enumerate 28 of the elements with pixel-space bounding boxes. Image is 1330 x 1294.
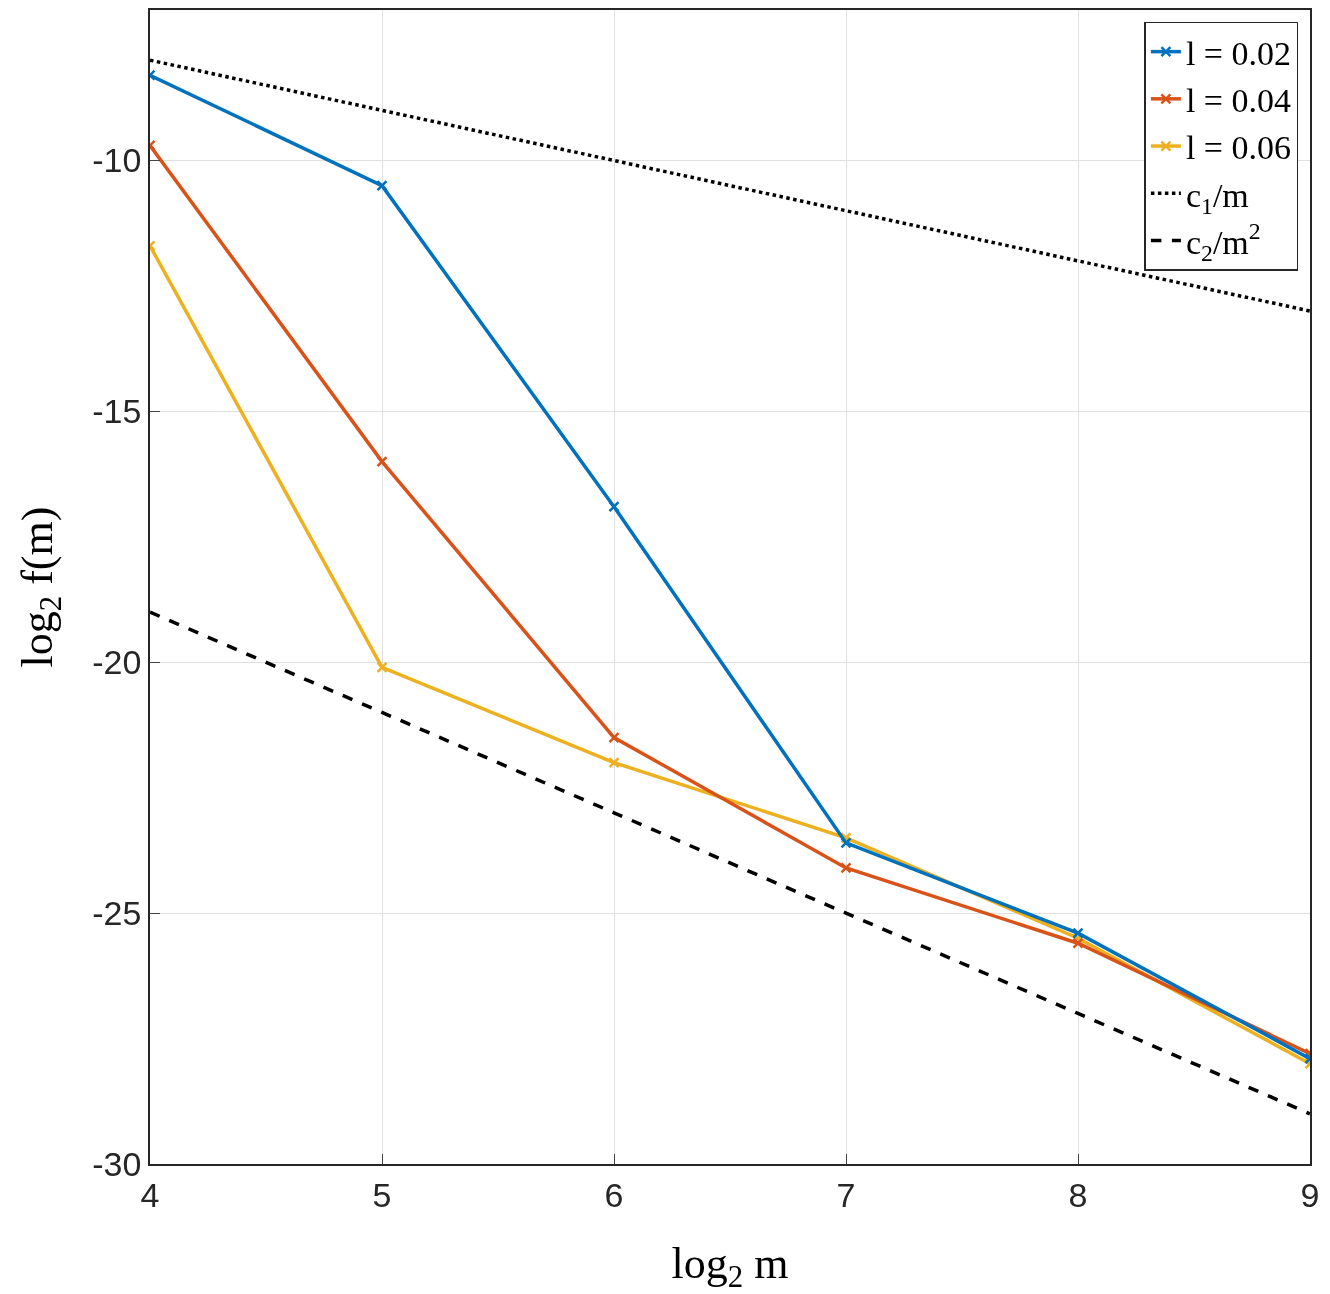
- legend-label: c$_{2}$/m$^{2}$: [1185, 218, 1261, 266]
- y-tick-label: -15: [92, 392, 142, 431]
- x-tick-label: 6: [604, 1175, 624, 1214]
- point: [376, 179, 388, 192]
- x-tick-label: 8: [1068, 1175, 1088, 1214]
- point: [608, 731, 620, 744]
- x-tick-label: 7: [836, 1175, 856, 1214]
- point: [1072, 937, 1084, 949]
- x-tick-label: 4: [140, 1175, 160, 1214]
- x-axis-title: log$_{2}$ m: [671, 1238, 789, 1294]
- legend-label: l = 0.04: [1185, 82, 1292, 120]
- legend-label: c$_{1}$/m: [1185, 176, 1249, 219]
- legend-label: l = 0.06: [1185, 129, 1292, 167]
- line-series: [150, 610, 1310, 1116]
- point: [376, 661, 388, 674]
- y-tick-label: -25: [92, 894, 142, 933]
- point: [608, 756, 620, 769]
- y-tick-label: -10: [92, 141, 142, 180]
- y-tick-label: -20: [92, 643, 142, 682]
- point: [840, 837, 852, 849]
- point: [376, 455, 388, 468]
- point: [840, 862, 852, 874]
- x-tick-label: 9: [1300, 1175, 1320, 1214]
- y-tick-label: -30: [92, 1144, 142, 1183]
- point: [608, 500, 620, 513]
- point: [1072, 927, 1084, 939]
- x-tick-label: 5: [372, 1175, 392, 1214]
- legend-label: l = 0.02: [1185, 34, 1292, 72]
